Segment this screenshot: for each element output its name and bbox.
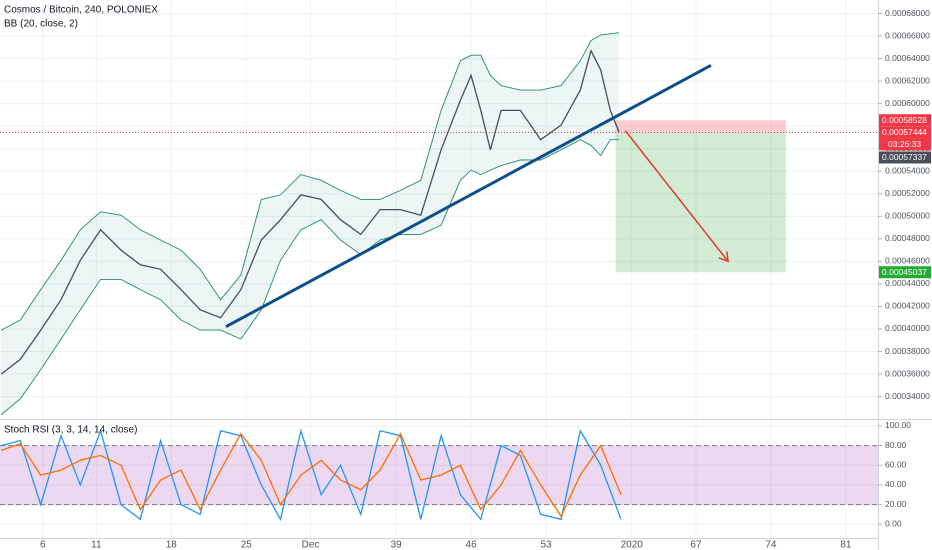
target-zone bbox=[615, 132, 786, 273]
countdown: 03:26:33 bbox=[888, 139, 921, 149]
trendline bbox=[225, 64, 712, 329]
y-tick-label: 0.00060000 bbox=[885, 98, 930, 108]
y-tick-label: 60.00 bbox=[885, 459, 907, 469]
x-tick-label: 6 bbox=[40, 540, 46, 550]
x-tick-label: 39 bbox=[391, 540, 403, 550]
price-label: 0.00045037 bbox=[882, 267, 927, 277]
y-tick-label: 0.00036000 bbox=[885, 368, 930, 378]
mark-layer bbox=[0, 32, 878, 522]
price-label-box bbox=[879, 151, 931, 164]
chart-title: Cosmos / Bitcoin, 240, POLONIEX bbox=[4, 5, 158, 16]
stop-zone bbox=[615, 120, 786, 133]
y-tick-label: 0.00062000 bbox=[885, 75, 930, 85]
arrow-head bbox=[718, 251, 729, 263]
indicator-label: Stoch RSI (3, 3, 14, 14, close) bbox=[4, 425, 137, 436]
price-label-box bbox=[879, 126, 931, 139]
band-fill bbox=[1, 32, 619, 415]
x-tick-label: 18 bbox=[166, 540, 178, 550]
band-lower bbox=[0, 139, 619, 415]
x-tick-label: 81 bbox=[840, 540, 852, 550]
y-tick-label: 0.00048000 bbox=[885, 233, 930, 243]
x-tick-label: 67 bbox=[690, 540, 702, 550]
y-tick-label: 40.00 bbox=[885, 479, 907, 489]
y-tick-label: 0.00034000 bbox=[885, 391, 930, 401]
y-tick-label: 0.00068000 bbox=[885, 8, 930, 18]
y-tick-label: 0.00050000 bbox=[885, 211, 930, 221]
y-tick-label: 0.00064000 bbox=[885, 53, 930, 63]
y-tick-label: 0.00038000 bbox=[885, 346, 930, 356]
band-upper bbox=[0, 32, 619, 331]
y-tick-label: 80.00 bbox=[885, 440, 907, 450]
y-tick-label: 0.00 bbox=[885, 518, 902, 528]
series-line bbox=[0, 428, 622, 522]
y-tick-label: 0.00054000 bbox=[885, 166, 930, 176]
x-tick-label: 53 bbox=[541, 540, 553, 550]
x-tick-label: 11 bbox=[91, 540, 102, 550]
price-label: 0.00057444 bbox=[882, 127, 927, 137]
y-tick-label: 0.00040000 bbox=[885, 323, 930, 333]
price-label-box bbox=[879, 114, 931, 127]
x-tick-label: 74 bbox=[765, 540, 777, 550]
axis-layer: 6 11 18 25 Dec 39 46 53 2020 67 74 81 0.00034000 0.00… bbox=[4, 5, 931, 550]
price-label: 0.00057337 bbox=[882, 152, 927, 162]
countdown-box bbox=[879, 138, 931, 151]
indicator-label: BB (20, close, 2) bbox=[4, 19, 78, 30]
y-tick-label: 100.00 bbox=[885, 420, 911, 430]
x-tick-label: 25 bbox=[241, 540, 253, 550]
y-tick-label: 0.00042000 bbox=[885, 301, 930, 311]
x-tick-label: 46 bbox=[466, 540, 478, 550]
y-tick-label: 20.00 bbox=[885, 499, 907, 509]
arrow-line bbox=[624, 130, 729, 262]
series-line bbox=[0, 48, 620, 375]
y-tick-label: 0.00052000 bbox=[885, 188, 930, 198]
y-tick-label: 0.00044000 bbox=[885, 278, 930, 288]
x-tick-label: 2020 bbox=[621, 540, 644, 550]
y-tick-label: 0.00046000 bbox=[885, 256, 930, 266]
price-label-box bbox=[879, 266, 931, 279]
price-label: 0.00058528 bbox=[882, 115, 927, 125]
x-tick-label: Dec bbox=[302, 540, 320, 550]
series-line bbox=[0, 432, 622, 518]
y-tick-label: 0.00066000 bbox=[885, 30, 930, 40]
